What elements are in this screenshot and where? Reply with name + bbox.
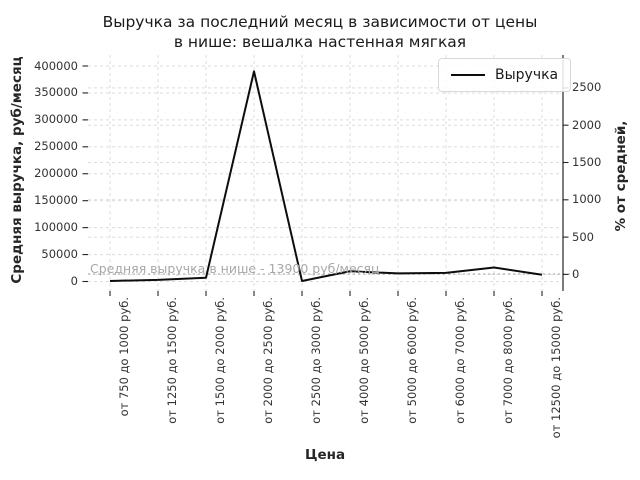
y-left-tick-label: 400000: [34, 58, 78, 73]
chart-title-line2: в нише: вешалка настенная мягкая: [173, 33, 467, 52]
y-axis-label-left: Средняя выручка, руб/месяц: [9, 56, 25, 284]
x-tick-label: от 750 до 1000 руб.: [117, 297, 131, 417]
x-tick-label: от 2500 до 3000 руб.: [309, 297, 323, 424]
average-revenue-annotation: Средняя выручка в нише - 13900 руб/месяц: [90, 261, 380, 276]
x-tick-label: от 4000 до 5000 руб.: [357, 297, 371, 424]
x-tick-label: от 12500 до 15000 руб.: [549, 297, 563, 439]
legend: Выручка: [438, 58, 572, 92]
x-tick-label: от 2000 до 2500 руб.: [261, 297, 275, 424]
x-tick-label: от 7000 до 8000 руб.: [501, 297, 515, 424]
x-tick-label: от 1500 до 2000 руб.: [213, 297, 227, 424]
y-left-tick-label: 200000: [34, 166, 78, 181]
y-left-tick-label: 250000: [34, 139, 78, 154]
y-right-tick-label: 2000: [572, 117, 602, 132]
y-left-tick-label: 150000: [34, 193, 78, 208]
x-tick-label: от 1250 до 1500 руб.: [165, 297, 179, 424]
y-right-tick-label: 1500: [572, 155, 602, 169]
y-left-tick-label: 0: [70, 274, 78, 288]
y-left-tick-label: 300000: [34, 112, 78, 127]
x-tick-label: от 5000 до 6000 руб.: [405, 297, 419, 424]
chart-title: Выручка за последний месяц в зависимости…: [0, 12, 640, 53]
y-right-tick-label: 2500: [572, 80, 602, 95]
y-left-tick-label: 50000: [41, 247, 78, 262]
y-axis-label-right: % от средней,: [613, 120, 629, 232]
x-tick-label: от 6000 до 7000 руб.: [453, 297, 467, 424]
y-right-tick-label: 500: [572, 229, 594, 244]
chart-title-line1: Выручка за последний месяц в зависимости…: [102, 13, 538, 31]
y-right-tick-label: 1000: [572, 192, 602, 207]
legend-line-swatch: [451, 74, 485, 76]
revenue-line: [109, 70, 543, 282]
x-axis-label: Цена: [304, 447, 346, 463]
y-left-tick-label: 100000: [34, 220, 78, 235]
legend-series-label: Выручка: [495, 67, 559, 83]
y-left-tick-label: 350000: [34, 85, 78, 100]
y-right-tick-label: 0: [572, 266, 580, 281]
